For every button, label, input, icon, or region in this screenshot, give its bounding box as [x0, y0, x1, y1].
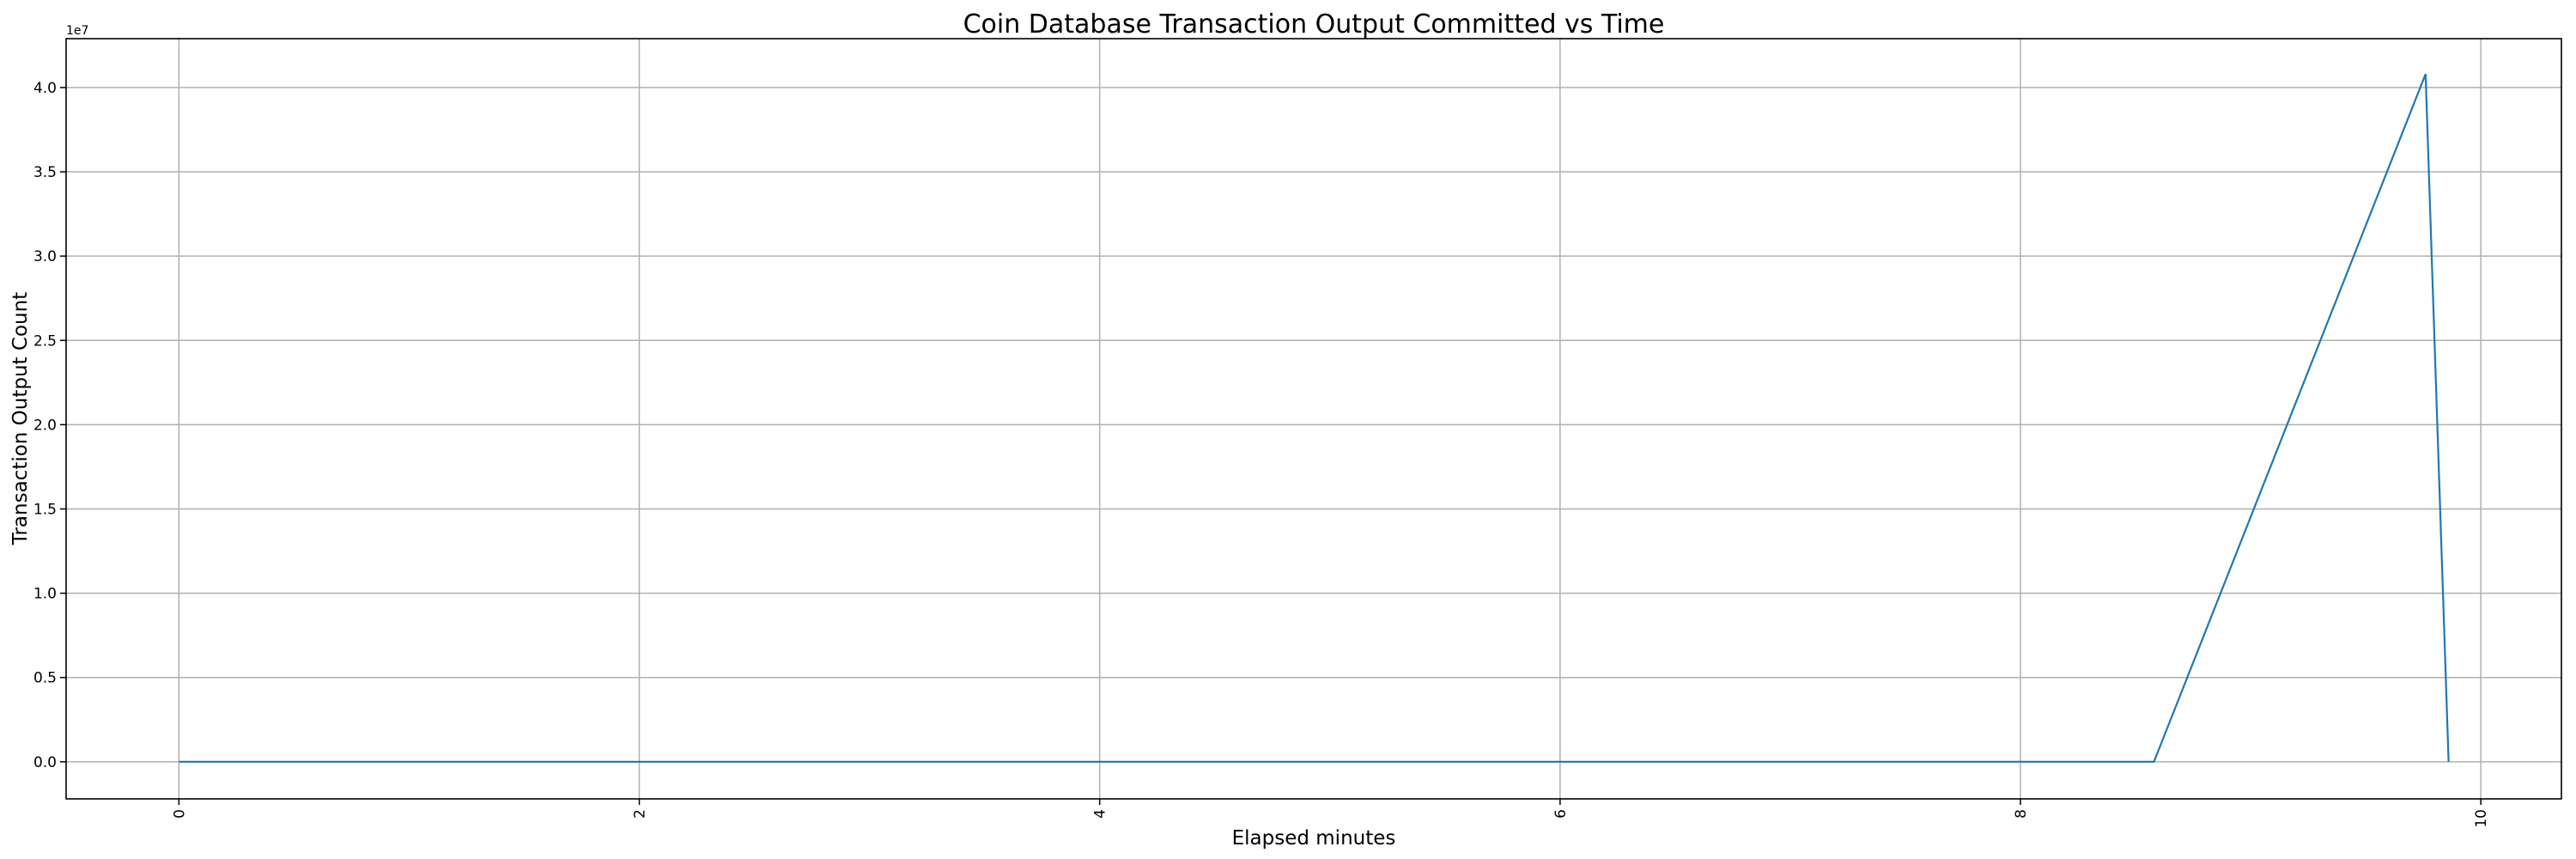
x-tick-label: 4: [1092, 809, 1109, 819]
series: [179, 73, 2450, 763]
grid: [66, 39, 2561, 799]
x-tick-label: 6: [1552, 809, 1570, 819]
series-line: [179, 73, 2450, 763]
y-tick-label: 0.0: [33, 754, 57, 771]
y-tick-label: 4.0: [33, 80, 57, 97]
y-offset-label: 1e7: [66, 24, 88, 38]
x-tick-label: 0: [171, 809, 188, 819]
chart-title: Coin Database Transaction Output Committ…: [963, 9, 1665, 40]
y-axis-label: Transaction Output Count: [9, 292, 32, 545]
x-tick-label: 8: [2013, 809, 2030, 819]
y-tick-label: 1.0: [33, 586, 57, 603]
y-tick-label: 2.0: [33, 417, 57, 434]
y-tick-label: 2.5: [33, 332, 57, 350]
y-tick-label: 3.5: [33, 164, 57, 181]
y-tick-label: 0.5: [33, 670, 57, 687]
y-tick-label: 1.5: [33, 501, 57, 518]
axes-frame: [65, 38, 2562, 800]
x-axis-label: Elapsed minutes: [1232, 827, 1396, 850]
ticks: 0 2 4 6 8 10 0.0 0.5 1.0 1.5 2.0 2.5 3.0 3.5 4.0: [33, 80, 2490, 828]
x-tick-label: 2: [632, 809, 649, 819]
x-tick-label: 10: [2473, 809, 2490, 828]
y-tick-label: 3.0: [33, 248, 57, 265]
